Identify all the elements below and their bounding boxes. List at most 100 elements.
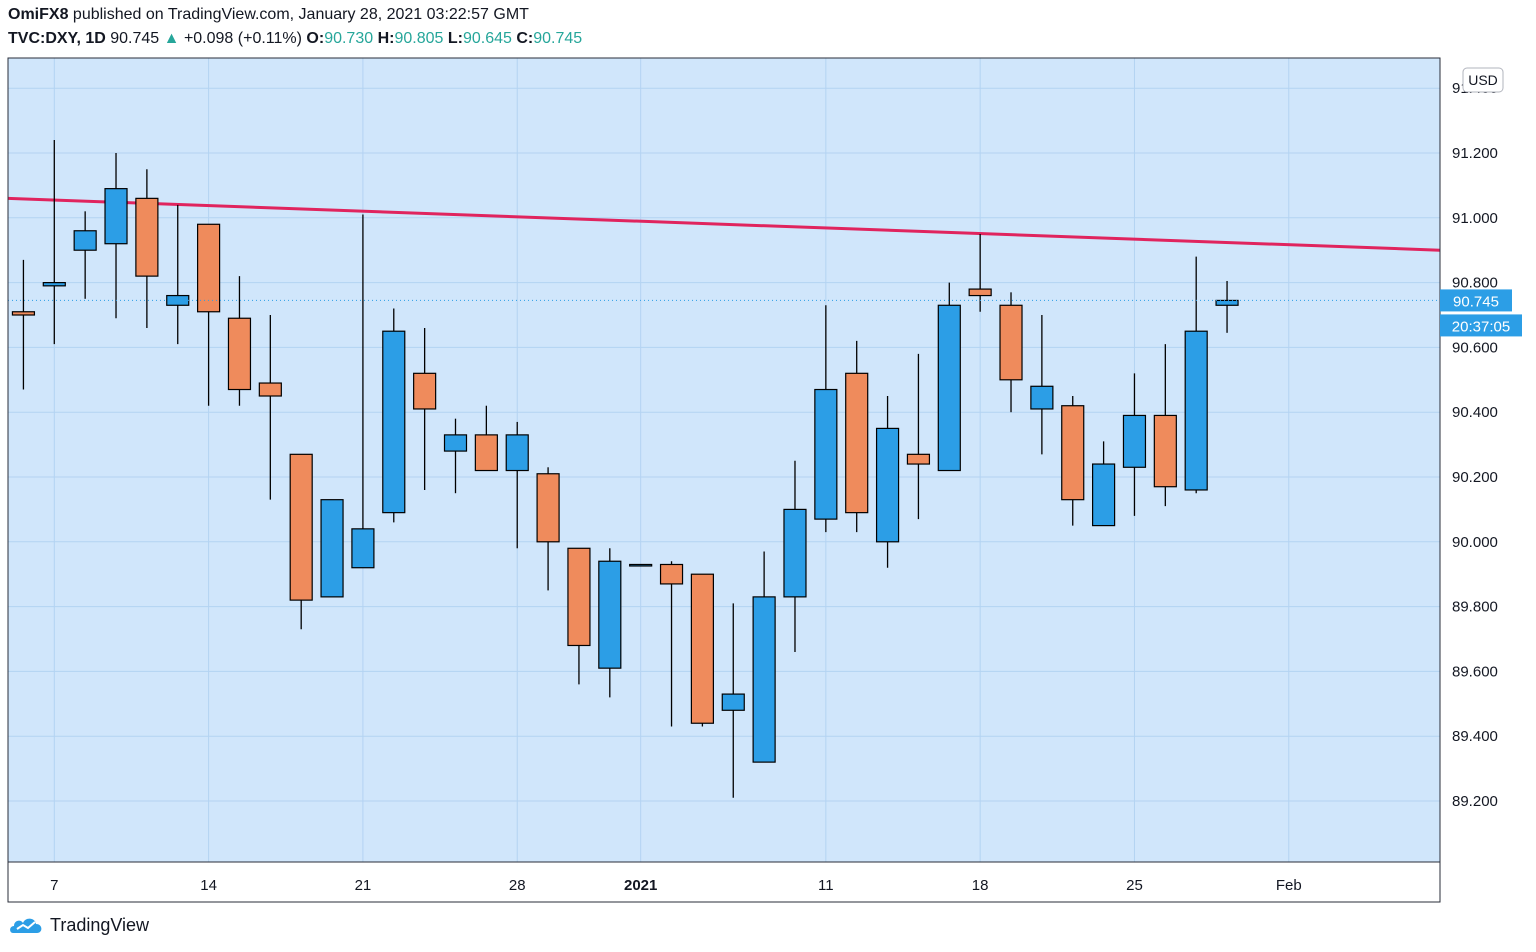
candle — [1030, 315, 1054, 455]
candle-body — [845, 372, 869, 514]
candle-body — [1215, 299, 1239, 306]
candle-body — [536, 473, 560, 543]
candle — [906, 353, 931, 520]
candle-body — [629, 563, 653, 567]
candle — [42, 140, 66, 345]
high-label: H: — [377, 30, 395, 47]
candle-body — [11, 311, 36, 316]
tradingview-logo[interactable]: TradingView — [10, 914, 149, 936]
candle-body — [999, 304, 1023, 381]
candle — [104, 153, 128, 319]
candle-body — [968, 288, 992, 297]
ohlc-legend: TVC:DXY, 1D 90.745 ▲ +0.098 (+0.11%) O: 9… — [8, 30, 582, 48]
candle-body — [875, 427, 900, 543]
candle-body — [1184, 330, 1208, 491]
candle-body — [443, 434, 468, 452]
x-tick-label: 25 — [1126, 877, 1143, 894]
price-change: +0.098 (+0.11%) — [183, 30, 302, 47]
candle-body — [320, 499, 344, 598]
candle — [783, 460, 807, 652]
candle-body — [1153, 414, 1177, 488]
last-price-label: 90.745 — [1453, 293, 1499, 310]
candle — [1122, 373, 1147, 516]
y-tick-label: 89.800 — [1452, 599, 1498, 616]
x-tick-label: 2021 — [624, 877, 657, 894]
currency-label: USD — [1468, 72, 1498, 88]
candle-body — [73, 230, 97, 251]
candle-body — [690, 573, 714, 724]
candle-body — [752, 596, 776, 763]
candle — [536, 467, 560, 591]
close-value: 90.745 — [533, 30, 583, 47]
candle-body — [258, 382, 282, 397]
currency-badge[interactable]: USD — [1462, 67, 1504, 93]
close-label: C: — [516, 30, 534, 47]
candle — [320, 499, 344, 598]
candle — [999, 292, 1023, 413]
candle — [474, 405, 498, 472]
y-tick-label: 90.000 — [1452, 534, 1498, 551]
candle — [937, 282, 961, 472]
y-tick-label: 90.800 — [1452, 275, 1498, 292]
y-tick-label: 91.000 — [1452, 210, 1498, 227]
x-tick-label: 21 — [355, 877, 372, 894]
candle — [505, 421, 529, 549]
last-price: 90.745 — [110, 30, 160, 47]
tradingview-cloud-icon — [10, 918, 42, 933]
y-tick-label: 90.200 — [1452, 469, 1498, 486]
trendline-group — [7, 196, 1441, 252]
candle — [197, 223, 221, 406]
candle — [659, 561, 684, 727]
candle-body — [721, 693, 745, 711]
author-name[interactable]: OmiFX8 — [8, 6, 69, 23]
candle — [227, 276, 252, 406]
candle — [413, 327, 437, 490]
candle — [690, 573, 714, 727]
y-tick-label: 89.600 — [1452, 663, 1498, 680]
resistance-trendline — [7, 196, 1441, 252]
plot-area[interactable] — [8, 58, 1440, 862]
candle-body — [1061, 405, 1085, 501]
candle — [1092, 441, 1116, 527]
candle — [289, 453, 313, 630]
y-tick-label: 89.200 — [1452, 793, 1498, 810]
time-axis[interactable]: 7 14 21 28 2021 11 18 25 Feb — [50, 877, 1302, 894]
x-tick-label: Feb — [1276, 877, 1302, 894]
countdown-label: 20:37:05 — [1452, 318, 1510, 335]
candle — [598, 548, 622, 698]
candle — [968, 234, 992, 312]
candle — [73, 211, 97, 299]
x-tick-label: 18 — [972, 877, 989, 894]
low-value: 90.645 — [462, 30, 512, 47]
candle-body — [505, 434, 529, 472]
last-price-label-bg — [1440, 289, 1512, 312]
candle-body — [906, 453, 931, 465]
candle-body — [474, 434, 498, 472]
price-labels: 90.745 20:37:05 — [1440, 289, 1522, 337]
tradingview-brand: TradingView — [50, 914, 150, 935]
up-arrow-icon: ▲ — [163, 30, 180, 47]
price-axis[interactable]: 89.200 89.400 89.600 89.800 90.000 90.200 90.4… — [1452, 80, 1498, 810]
candle — [1061, 396, 1085, 526]
candle — [351, 214, 375, 569]
y-tick-label: 90.600 — [1452, 339, 1498, 356]
x-tick-label: 14 — [200, 877, 217, 894]
y-tick-label: 91.200 — [1452, 145, 1498, 162]
candle — [629, 563, 653, 567]
candle — [875, 396, 900, 568]
candle — [11, 259, 36, 390]
candle-body — [289, 453, 313, 601]
candle-body — [42, 282, 66, 287]
high-value: 90.805 — [394, 30, 444, 47]
candle-body — [197, 223, 221, 313]
publish-info: OmiFX8 published on TradingView.com, Jan… — [8, 6, 529, 24]
x-tick-label: 11 — [818, 877, 834, 894]
candle — [567, 547, 591, 685]
candle-body — [1030, 385, 1054, 410]
symbol-label: TVC:DXY, 1D — [8, 30, 106, 47]
open-label: O: — [306, 30, 325, 47]
candle-body — [814, 388, 838, 520]
candle-body — [166, 294, 190, 306]
candle — [1153, 344, 1177, 507]
